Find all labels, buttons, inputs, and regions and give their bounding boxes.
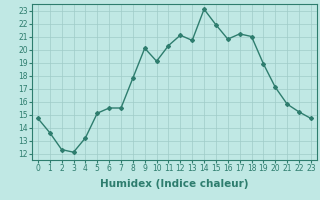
X-axis label: Humidex (Indice chaleur): Humidex (Indice chaleur) bbox=[100, 179, 249, 189]
